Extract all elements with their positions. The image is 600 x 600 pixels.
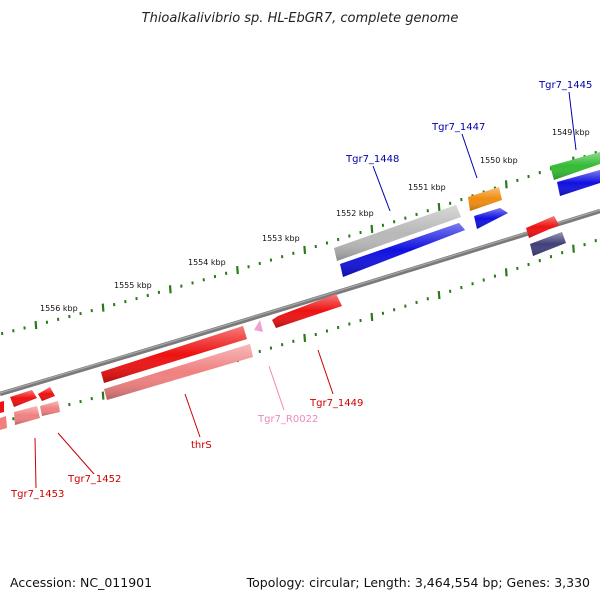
feature-tracks	[0, 152, 600, 430]
major-tick	[101, 303, 105, 312]
gene-label-tgr7-1448[interactable]: Tgr7_1448	[345, 154, 399, 165]
tick-labels: 1549 kbp 1550 kbp 1551 kbp 1552 kbp 1553…	[40, 128, 590, 313]
feature-red-1452[interactable]	[38, 387, 55, 401]
feature-pink-1452[interactable]	[40, 401, 60, 416]
major-tick	[303, 333, 307, 342]
major-tick	[101, 391, 105, 400]
tick-label: 1555 kbp	[114, 281, 152, 290]
gene-label-tgr7-1453[interactable]: Tgr7_1453	[10, 489, 64, 500]
accession-text: Accession: NC_011901	[10, 575, 153, 590]
feature-pink-edge[interactable]	[0, 416, 7, 430]
gene-label-thrs[interactable]: thrS	[191, 440, 212, 451]
feature-red-1453[interactable]	[10, 390, 37, 407]
outer-tick-row	[1, 150, 597, 336]
feature-red-edge[interactable]	[0, 401, 4, 413]
tick-label: 1552 kbp	[336, 209, 374, 218]
major-tick	[504, 180, 508, 189]
genome-summary-text: Topology: circular; Length: 3,464,554 bp…	[246, 575, 590, 590]
tick-label: 1550 kbp	[480, 156, 518, 165]
feature-pink-thrS[interactable]	[104, 344, 253, 400]
tick-label: 1556 kbp	[40, 304, 78, 313]
tick-label: 1551 kbp	[408, 183, 446, 192]
feature-red-thrS[interactable]	[101, 326, 247, 383]
feature-green[interactable]	[550, 152, 600, 180]
genome-backbone	[0, 208, 600, 397]
map-title: Thioalkalivibrio sp. HL-EbGR7, complete …	[142, 11, 459, 26]
tick-label: 1553 kbp	[262, 234, 300, 243]
leader-lines	[34, 91, 577, 489]
feature-blue-top[interactable]	[557, 170, 600, 196]
major-tick	[303, 245, 307, 254]
feature-gray[interactable]	[334, 205, 461, 261]
tick-label: 1549 kbp	[552, 128, 590, 137]
gene-labels: Tgr7_1445 Tgr7_1447 Tgr7_1448 Tgr7_1449 …	[10, 80, 592, 500]
major-tick	[34, 321, 38, 330]
major-tick	[236, 265, 239, 275]
feature-orange[interactable]	[468, 187, 502, 211]
feature-pink-1453[interactable]	[14, 406, 40, 425]
gene-label-tgr7-1447[interactable]: Tgr7_1447	[431, 122, 485, 133]
major-tick	[504, 268, 508, 277]
feature-blue-small[interactable]	[474, 208, 508, 229]
major-tick	[370, 312, 374, 321]
gene-label-tgr7-1445[interactable]: Tgr7_1445	[538, 80, 592, 91]
feature-navy[interactable]	[530, 232, 566, 256]
gene-label-tgr7-1452[interactable]: Tgr7_1452	[67, 474, 121, 485]
gene-label-tgr7-1449[interactable]: Tgr7_1449	[309, 398, 363, 409]
inner-tick-row	[1, 238, 597, 424]
tick-label: 1554 kbp	[188, 258, 226, 267]
major-tick	[168, 285, 172, 294]
feature-red-1449[interactable]	[272, 294, 342, 328]
feature-rrna[interactable]	[254, 320, 263, 332]
major-tick	[370, 224, 374, 233]
gene-label-tgr7-r0022[interactable]: Tgr7_R0022	[257, 414, 318, 425]
major-tick	[437, 202, 441, 212]
major-tick	[572, 244, 575, 253]
major-tick	[437, 290, 441, 300]
feature-blue-long[interactable]	[340, 223, 465, 277]
feature-red-right[interactable]	[526, 216, 559, 238]
